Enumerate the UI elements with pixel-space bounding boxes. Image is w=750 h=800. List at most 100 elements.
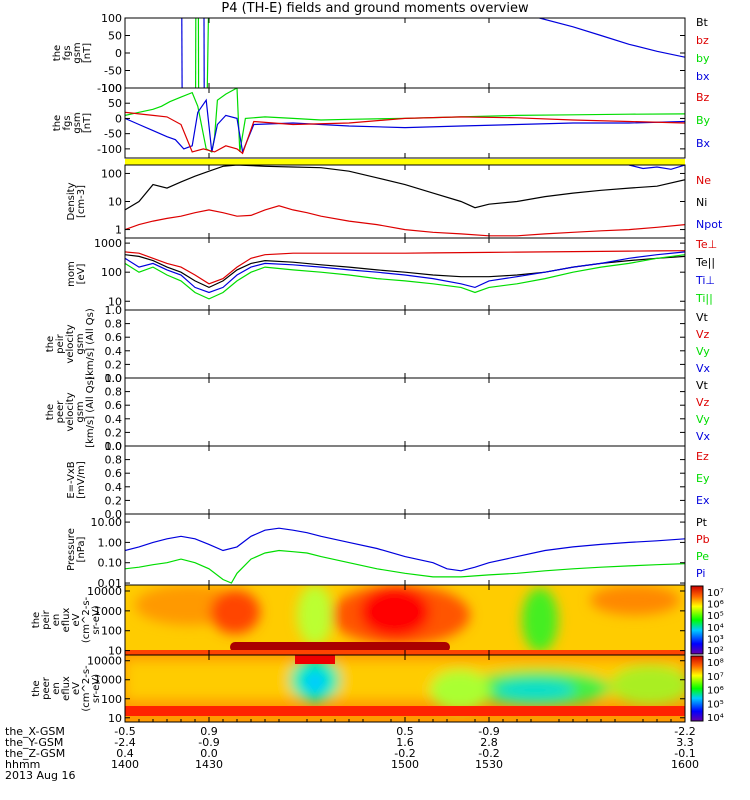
density-legend-item: Ne xyxy=(696,174,711,187)
density-series-2 xyxy=(628,165,685,170)
velocity2-legend-item: Vt xyxy=(696,379,709,392)
ion_spec-tick-label: 100 xyxy=(101,625,122,638)
temp-series-1 xyxy=(125,254,685,289)
ion_spec-ylabel: sr-eV) xyxy=(91,605,102,634)
velocity1-tick-label: 1.0 xyxy=(105,304,123,317)
elec_spec-colorbar-label: 10⁸ xyxy=(707,658,724,669)
density-ylabel: [cm-3] xyxy=(76,185,87,218)
velocity2-tick-label: 0.0 xyxy=(105,440,123,453)
efield-ylabel: [mV/m] xyxy=(76,461,87,499)
velocity1-tick-label: 0.6 xyxy=(105,331,123,344)
elec_spec-colorbar-label: 10⁷ xyxy=(707,672,724,683)
density-series-0 xyxy=(125,165,685,211)
time-row-value: 0.0 xyxy=(200,747,218,760)
panel-fgs_gsm xyxy=(125,88,685,155)
time-row-value: 0.5 xyxy=(396,725,414,738)
efield-legend-item: Ex xyxy=(696,494,710,507)
ion_spec-tick-label: 10000 xyxy=(87,585,122,598)
efield-tick-label: 0.6 xyxy=(105,467,123,480)
efield-legend-item: Ey xyxy=(696,472,710,485)
time-row-label: hhmm xyxy=(5,758,40,771)
ion_spec-ylabel: peir xyxy=(41,609,52,629)
temp-legend-item: Te|| xyxy=(695,256,715,269)
velocity2-frame xyxy=(124,377,686,447)
elec_spec-tick-label: 10000 xyxy=(87,655,122,668)
fgs-ylabel: gsm xyxy=(72,42,83,63)
fgs_gsm-ylabel: [nT] xyxy=(82,113,93,133)
density-legend-item: Ni xyxy=(696,196,707,209)
pressure-ylabel: [nPa] xyxy=(76,536,87,562)
ion_spec-ylabel: the xyxy=(31,612,42,628)
fgs-legend-item: bz xyxy=(696,34,709,47)
fgs_gsm-ylabel: gsm xyxy=(72,112,83,133)
pressure-tick-label: 0.10 xyxy=(98,557,123,570)
elec_spec-ylabel: sr-eV) xyxy=(91,674,102,703)
time-row-value: 1530 xyxy=(475,758,503,771)
ion_spec-colorbar-label: 10⁵ xyxy=(707,611,724,622)
velocity2-legend-item: Vy xyxy=(696,413,710,426)
time-row-value: 1400 xyxy=(111,758,139,771)
elec_spec-ylabel: peer xyxy=(41,676,52,700)
fgs_gsm-tick-label: -100 xyxy=(97,143,122,156)
time-row-value: 1.6 xyxy=(396,736,414,749)
temp-tick-label: 100 xyxy=(101,266,122,279)
velocity1-legend-item: Vx xyxy=(696,362,711,375)
efield-tick-label: 0.0 xyxy=(105,508,123,521)
time-row-value: 2.8 xyxy=(480,736,498,749)
time-row-value: 3.3 xyxy=(676,736,694,749)
fgs_gsm-tick-label: -50 xyxy=(104,128,122,141)
efield-tick-label: 0.2 xyxy=(105,494,123,507)
fgs_gsm-series-1 xyxy=(125,98,685,155)
velocity1-legend-item: Vz xyxy=(696,328,710,341)
time-row-value: -2.4 xyxy=(114,736,135,749)
velocity2-tick-label: 0.6 xyxy=(105,399,123,412)
elec_spec-colorbar-label: 10⁵ xyxy=(707,699,724,710)
velocity2-tick-label: 0.2 xyxy=(105,426,123,439)
elec_spec-ylabel: eflux xyxy=(61,676,72,701)
elec_spec-ylabel: the xyxy=(31,680,42,696)
time-row-value: 1430 xyxy=(195,758,223,771)
time-row-value: -0.2 xyxy=(394,747,415,760)
time-row-value: -0.9 xyxy=(198,736,219,749)
velocity1-tick-label: 0.4 xyxy=(105,345,123,358)
velocity2-tick-label: 1.0 xyxy=(105,372,123,385)
elec_spec-colorbar-label: 10⁶ xyxy=(707,686,724,697)
velocity1-frame xyxy=(124,309,686,379)
elec_spec-tick-label: 10 xyxy=(108,712,122,725)
temp-series-3 xyxy=(125,254,685,300)
ion_spec-ylabel: en xyxy=(51,614,62,627)
velocity1-ylabel: [km/s] (All Qs) xyxy=(85,308,96,380)
ion_spec-tick-label: 10 xyxy=(108,645,122,658)
ion_spec-colorbar-label: 10² xyxy=(707,646,724,657)
elec_spec-colorbar-label: 10⁴ xyxy=(707,713,724,724)
elec_spec-ylabel: (cm^2-s- xyxy=(81,665,92,712)
fgs-tick-label: -100 xyxy=(97,82,122,95)
time-row-value: -0.9 xyxy=(478,725,499,738)
fgs-tick-label: 100 xyxy=(101,12,122,25)
temp-series-2 xyxy=(125,251,685,294)
velocity2-legend-item: Vx xyxy=(696,430,711,443)
velocity1-ylabel: gsm xyxy=(75,333,86,354)
fgs-frame xyxy=(124,17,686,89)
panel-pressure xyxy=(125,527,685,584)
efield-legend-item: Ez xyxy=(696,450,709,463)
velocity2-tick-label: 0.8 xyxy=(105,386,123,399)
temp-tick-label: 10 xyxy=(108,295,122,308)
electron-colorbar xyxy=(690,655,704,722)
density-tick-label: 10 xyxy=(108,196,122,209)
velocity2-legend-item: Vz xyxy=(696,396,710,409)
pressure-legend-item: Pe xyxy=(696,550,709,563)
fgs-tick-label: 0 xyxy=(115,47,122,60)
fgs_gsm-legend-item: By xyxy=(696,114,711,127)
fgs_gsm-ylabel: the xyxy=(52,115,63,131)
temp-ylabel: [eV] xyxy=(76,264,87,285)
time-row-value: 0.9 xyxy=(200,725,218,738)
density-legend-item: Npot xyxy=(696,218,723,231)
elec_spec-tick-label: 1000 xyxy=(94,674,122,687)
time-row-label: the_Y-GSM xyxy=(5,736,63,749)
electron-spectrogram xyxy=(125,655,685,722)
pressure-legend-item: Pb xyxy=(696,533,710,546)
pressure-tick-label: 1.00 xyxy=(98,536,123,549)
fgs-legend-item: Bt xyxy=(696,16,709,29)
